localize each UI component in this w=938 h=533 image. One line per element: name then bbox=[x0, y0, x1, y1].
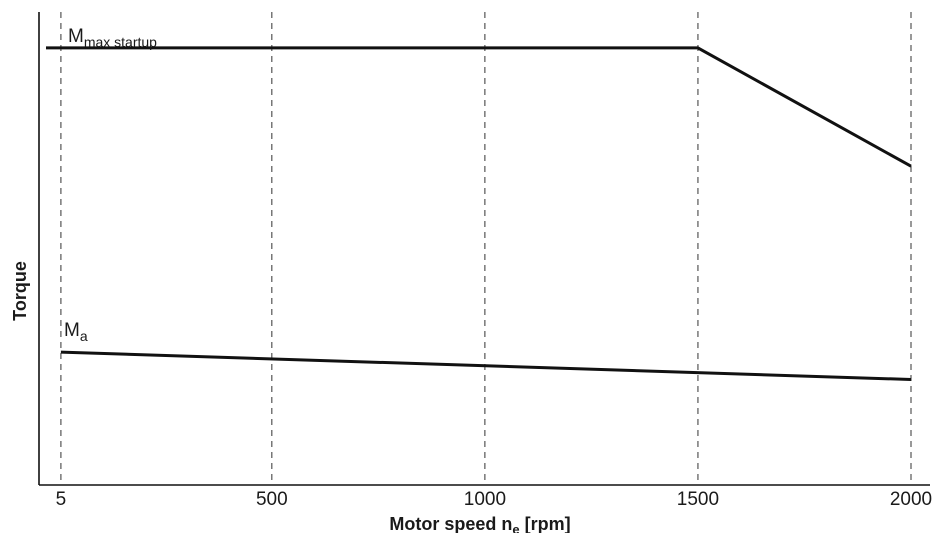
x-tick-label: 1000 bbox=[464, 489, 506, 510]
series-label-m-max-startup: Mmax startup bbox=[68, 26, 157, 50]
series-line-m-a bbox=[60, 350, 912, 381]
x-tick-label: 2000 bbox=[890, 489, 932, 510]
axis-layer bbox=[38, 12, 930, 486]
x-tick-label: 5 bbox=[56, 489, 67, 510]
x-axis-title: Motor speed ne [rpm] bbox=[389, 514, 570, 533]
series-line-m-max-startup bbox=[46, 46, 912, 168]
series-layer bbox=[46, 46, 912, 381]
grid-layer bbox=[60, 12, 912, 485]
x-tick-label: 500 bbox=[256, 489, 288, 510]
x-tick-labels: 5 500 1000 1500 2000 bbox=[56, 489, 933, 510]
series-label-m-a: Ma bbox=[64, 320, 88, 344]
y-axis-title: Torque bbox=[10, 261, 30, 321]
x-tick-label: 1500 bbox=[677, 489, 719, 510]
